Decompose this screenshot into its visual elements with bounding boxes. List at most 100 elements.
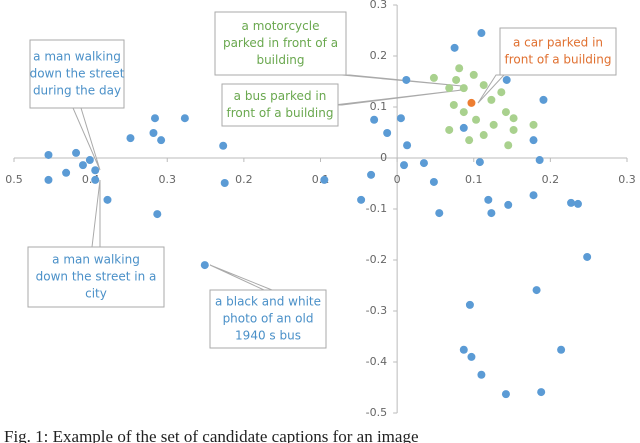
point [467, 352, 476, 361]
annotation-text: front of a building [505, 53, 612, 67]
point [532, 286, 541, 295]
point [62, 168, 71, 177]
point [504, 200, 513, 209]
annotation-text: parked in front of a [223, 36, 338, 50]
point [180, 114, 189, 123]
point [455, 64, 464, 73]
x-tick-label: 0 [394, 173, 401, 186]
annotation-text: city [85, 287, 107, 301]
point [72, 148, 81, 157]
annotation-text: a bus parked in [234, 89, 327, 103]
annotation-text: down the street [30, 67, 125, 81]
point [529, 191, 538, 200]
point [383, 129, 392, 138]
y-tick-label: -0.3 [366, 304, 387, 317]
point [469, 70, 478, 79]
x-tick-label: 0.3 [618, 173, 636, 186]
point [477, 29, 486, 38]
point [529, 120, 538, 129]
point [429, 73, 438, 82]
point [459, 123, 468, 132]
y-tick-label: -0.2 [366, 253, 387, 266]
annotation-text: front of a building [227, 106, 334, 120]
annotation-text: photo of an old [223, 312, 314, 326]
point [567, 198, 576, 207]
point [219, 141, 228, 150]
y-tick-label: -0.4 [366, 355, 387, 368]
point [91, 175, 100, 184]
point [78, 161, 87, 170]
point [400, 161, 409, 170]
point [149, 129, 158, 138]
point [85, 156, 94, 165]
point [487, 209, 496, 218]
leader [341, 74, 463, 87]
point [150, 114, 159, 123]
point [44, 150, 53, 159]
point [477, 370, 486, 379]
point [103, 195, 112, 204]
point [489, 120, 498, 129]
annotation-box [27, 246, 165, 308]
point [479, 131, 488, 140]
point [459, 345, 468, 354]
point [475, 158, 484, 167]
annotation-text: a motorcycle [242, 19, 320, 33]
point [450, 43, 459, 52]
annotation-text: a black and white [215, 295, 321, 309]
point [509, 125, 518, 134]
y-tick-label: 0.2 [370, 49, 388, 62]
point [200, 261, 209, 270]
point [465, 300, 474, 309]
annotation-text: a car parked in [513, 36, 603, 50]
point [501, 108, 510, 117]
point [320, 175, 329, 184]
point [396, 114, 405, 123]
annotation-box [214, 11, 347, 76]
y-tick-label: -0.5 [366, 406, 387, 419]
point [459, 84, 468, 93]
point [467, 98, 476, 107]
x-tick-label: 0.1 [465, 173, 483, 186]
point [429, 177, 438, 186]
point [535, 156, 544, 165]
point [484, 195, 493, 204]
point [126, 134, 135, 143]
annotation-text: 1940 s bus [235, 329, 301, 343]
x-tick-label: 0.5 [5, 173, 23, 186]
point [402, 75, 411, 84]
point [449, 100, 458, 109]
point [367, 170, 376, 179]
annotation-text: a man walking [33, 50, 121, 64]
point [445, 84, 454, 93]
point [370, 115, 379, 124]
point [220, 178, 229, 187]
point [44, 175, 53, 184]
point [403, 141, 412, 150]
annotation-box [499, 27, 617, 76]
point [573, 199, 582, 208]
annotation-text: building [256, 53, 304, 67]
point [479, 81, 488, 90]
point [487, 95, 496, 104]
y-tick-label: -0.1 [366, 202, 387, 215]
point [557, 345, 566, 354]
point [153, 210, 162, 219]
annotation-text: during the day [33, 84, 121, 98]
point [357, 195, 366, 204]
point [583, 252, 592, 261]
point [157, 136, 166, 145]
y-tick-label: 0 [380, 151, 387, 164]
point [472, 115, 481, 124]
x-tick-label: 0.2 [542, 173, 560, 186]
point [459, 108, 468, 117]
annotation-box [29, 39, 125, 109]
leader [333, 89, 463, 106]
leader [209, 264, 273, 291]
point [497, 88, 506, 97]
point [445, 125, 454, 134]
point [539, 95, 548, 104]
y-tick-label: 0.1 [370, 100, 388, 113]
point [509, 114, 518, 123]
